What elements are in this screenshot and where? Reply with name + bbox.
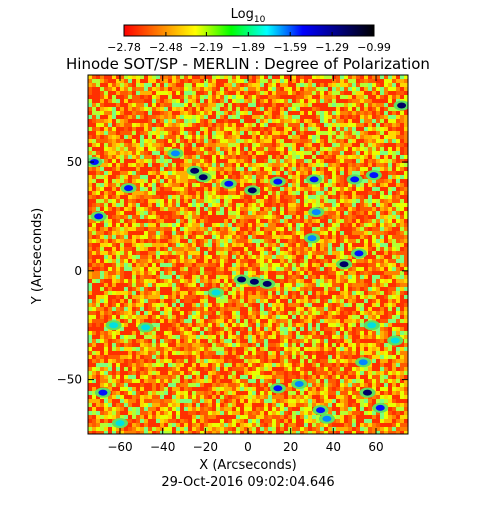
polarization-cells [88, 75, 408, 434]
colorbar-label: Log10 [231, 7, 266, 25]
polarization-patch [362, 389, 372, 396]
polarization-patch [115, 420, 125, 427]
polarization-patch [170, 150, 180, 157]
polarization-patch [190, 167, 200, 174]
polarization-patch [354, 250, 364, 257]
polarization-patch [375, 404, 385, 411]
polarization-patch [262, 280, 272, 287]
polarization-patch [294, 380, 304, 387]
x-tick-label: 20 [283, 440, 298, 454]
y-tick-label: 50 [67, 155, 82, 169]
polarization-patch [311, 209, 321, 216]
observation-timestamp: 29-Oct-2016 09:02:04.646 [161, 475, 334, 490]
colorbar-tick-label: −1.59 [273, 41, 307, 54]
polarization-patch [316, 407, 326, 414]
colorbar-tick-label: −0.99 [357, 41, 391, 54]
polarization-patch [249, 278, 259, 285]
polarization-patch [89, 159, 99, 166]
y-tick-label: −50 [57, 373, 82, 387]
x-tick-label: −20 [193, 440, 218, 454]
polarization-patch [109, 322, 119, 329]
polarization-patch [273, 178, 283, 185]
polarization-patch [98, 389, 108, 396]
polarization-patch [273, 385, 283, 392]
polarization-patch [198, 174, 208, 181]
polarization-cells [88, 75, 408, 434]
colorbar [123, 24, 375, 37]
polarization-patch [358, 359, 368, 366]
colorbar-tick-label: −2.78 [107, 41, 141, 54]
colorbar-tick-label: −1.29 [315, 41, 349, 54]
axis-ticks: −60 −40 −20 0 20 40 60 −50 0 50 [57, 75, 408, 454]
polarization-patch [367, 322, 377, 329]
colorbar-label-subscript: 10 [254, 15, 266, 25]
colorbar-label-base: Log [231, 7, 254, 22]
colorbar-ticks: −2.78 −2.48 −2.19 −1.89 −1.59 −1.29 −0.99 [107, 32, 391, 54]
polarization-patch [247, 187, 257, 194]
polarization-patch [307, 235, 317, 242]
polarization-patch [309, 176, 319, 183]
polarization-patch [94, 213, 104, 220]
polarization-patch [350, 176, 360, 183]
polarization-patch [124, 185, 134, 192]
polarization-map [88, 75, 408, 434]
y-axis-label: Y (Arcseconds) [30, 208, 45, 305]
polarization-patches [88, 100, 408, 429]
polarization-patch [397, 102, 407, 109]
x-tick-label: −60 [107, 440, 132, 454]
polarization-patch [224, 180, 234, 187]
colorbar-tick-label: −2.19 [190, 41, 224, 54]
chart-title: Hinode SOT/SP - MERLIN : Degree of Polar… [66, 55, 430, 73]
colorbar-tick-label: −1.89 [231, 41, 265, 54]
colorbar-tick-label: −2.48 [149, 41, 183, 54]
polarization-patch [237, 276, 247, 283]
x-tick-label: 0 [244, 440, 252, 454]
x-tick-label: 40 [326, 440, 341, 454]
polarization-cells [88, 75, 408, 434]
x-axis-label: X (Arcseconds) [199, 458, 296, 473]
polarization-patch [322, 415, 332, 422]
y-tick-label: 0 [74, 264, 82, 278]
polarization-cells [88, 75, 408, 434]
polarization-patch [369, 172, 379, 179]
polarization-patch [211, 289, 221, 296]
x-tick-label: 60 [368, 440, 383, 454]
polarization-patch [390, 337, 400, 344]
polarization-patch [141, 324, 151, 331]
x-tick-label: −40 [150, 440, 175, 454]
polarization-patch [339, 261, 349, 268]
